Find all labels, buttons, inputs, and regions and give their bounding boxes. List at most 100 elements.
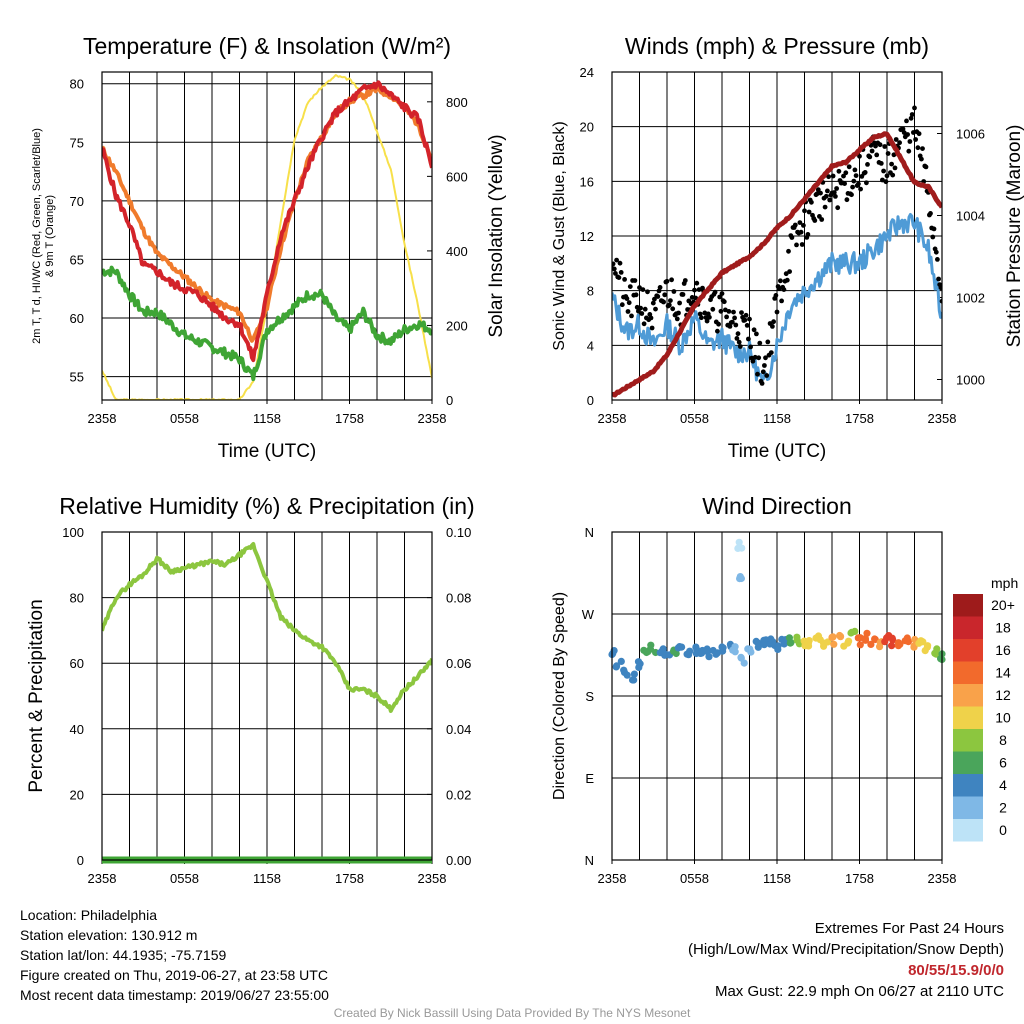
x-tick-label: 1158	[253, 871, 281, 886]
gust-point	[826, 174, 831, 180]
legend-swatch	[953, 594, 983, 617]
direction-point	[623, 671, 631, 679]
gust-point	[742, 317, 748, 323]
y-tick-label: 24	[580, 65, 594, 80]
gust-point	[707, 314, 712, 320]
y2-tick-label: 1002	[956, 291, 985, 306]
gust-point	[890, 172, 896, 178]
gust-point	[626, 300, 632, 306]
gust-point	[624, 296, 630, 301]
direction-point	[719, 644, 727, 652]
y2-tick-label: 600	[446, 169, 468, 184]
gust-point	[833, 194, 838, 199]
gust-point	[865, 162, 870, 167]
gust-point	[781, 287, 787, 292]
gust-point	[862, 170, 868, 175]
y2-tick-label: 0.04	[446, 722, 471, 737]
y2-tick-label: 0.02	[446, 787, 471, 802]
gust-point	[798, 229, 804, 235]
gust-point	[869, 148, 875, 154]
gust-point	[677, 300, 682, 306]
gust-point	[834, 186, 839, 191]
y2-tick-label: 1004	[956, 209, 985, 224]
direction-point	[676, 643, 684, 651]
gust-point	[692, 287, 697, 293]
plot-border	[101, 531, 433, 861]
gust-point	[612, 266, 617, 272]
gust-point	[822, 204, 828, 210]
gust-point	[694, 280, 700, 286]
direction-point	[774, 642, 782, 650]
gust-point	[936, 276, 941, 282]
direction-point	[672, 649, 680, 658]
direction-point	[737, 574, 746, 583]
y-tick-label: 80	[70, 77, 84, 92]
gust-point	[710, 306, 716, 312]
gust-point	[622, 277, 627, 282]
gust-point	[670, 306, 676, 312]
panel-2: 2358 0558 1158 1758 2358 Winds (mph) & Pressu…	[551, 33, 1024, 462]
series-pressure-line	[612, 131, 942, 398]
legend-swatch	[953, 796, 983, 819]
direction-point	[617, 657, 625, 666]
y-tick-label: 100	[62, 525, 84, 540]
gust-point	[864, 180, 869, 186]
direction-point	[737, 654, 745, 662]
y-tick-label: 75	[70, 135, 84, 150]
panel-1: 2358 0558 1158 1758 2358 Temperature (F) & In…	[31, 33, 507, 462]
gust-point	[748, 344, 753, 350]
y-tick-label: 16	[580, 174, 594, 189]
gust-point	[797, 220, 803, 226]
gust-point	[905, 132, 910, 137]
series-dewpoint-line	[102, 265, 432, 382]
gust-point	[640, 287, 646, 292]
gust-point	[874, 152, 880, 158]
station-elevation: Station elevation: 130.912 m	[20, 927, 198, 943]
gust-point	[752, 354, 758, 360]
y-tick-label: S	[585, 689, 594, 704]
gust-point	[812, 218, 818, 223]
gust-point	[799, 242, 805, 247]
gust-point	[787, 269, 792, 274]
direction-point	[854, 634, 862, 642]
gust-point	[744, 323, 750, 328]
legend-swatch	[953, 729, 983, 752]
direction-point	[903, 634, 911, 642]
gust-point	[856, 181, 861, 187]
legend-label: 20+	[991, 597, 1015, 613]
gust-point	[657, 285, 663, 290]
legend-label: 4	[999, 777, 1007, 793]
x-tick-label: 2358	[598, 411, 627, 426]
legend-label: 0	[999, 822, 1007, 838]
gust-point	[794, 242, 799, 248]
gust-point	[835, 205, 841, 211]
gust-point	[727, 324, 733, 329]
direction-point	[734, 544, 742, 553]
gust-point	[633, 292, 639, 298]
direction-point	[747, 648, 755, 656]
gust-point	[638, 305, 643, 311]
gust-point	[852, 167, 858, 173]
gust-point	[680, 292, 686, 297]
x-tick-label: 0558	[680, 411, 709, 426]
gust-point	[642, 306, 648, 312]
extremes-title: Extremes For Past 24 Hours	[814, 920, 1004, 937]
gust-point	[881, 168, 886, 174]
speed-legend: mph 20+ 18 16 14 12 10 8 6 4 2 0	[953, 575, 1018, 842]
station-location: Location: Philadelphia	[20, 907, 157, 923]
series-wind-line	[612, 213, 942, 382]
gust-point	[639, 311, 645, 316]
x-tick-label: 1758	[845, 871, 874, 886]
y-tick-label: 20	[70, 787, 84, 802]
y-axis-label-line1: 2m T, T d, HI/WC (Red, Green, Scarlet/Bl…	[31, 128, 43, 344]
gust-point	[724, 314, 729, 320]
gust-point	[900, 126, 906, 132]
gust-point	[883, 179, 889, 185]
gust-point	[789, 235, 795, 240]
gust-point	[666, 302, 672, 308]
direction-point	[805, 637, 813, 645]
gust-point	[731, 309, 736, 315]
y2-tick-label: 0.10	[446, 525, 471, 540]
gust-point	[755, 371, 760, 377]
